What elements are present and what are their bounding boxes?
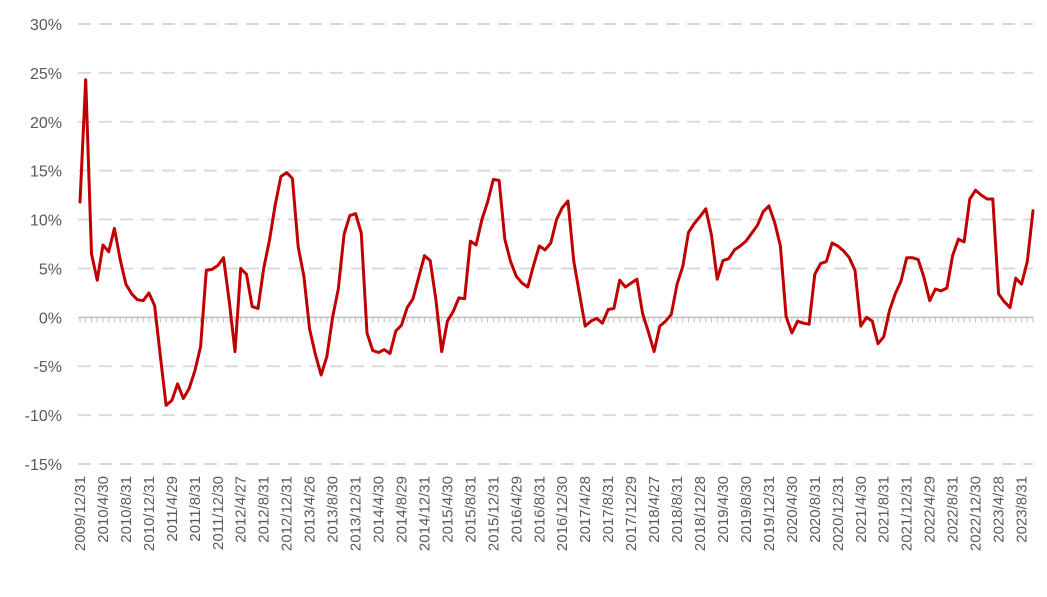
x-tick-label: 2010/4/30 — [95, 476, 112, 543]
x-tick-label: 2012/12/31 — [279, 476, 296, 551]
x-tick-label: 2014/12/31 — [416, 476, 433, 551]
x-tick-label: 2023/4/28 — [991, 476, 1008, 543]
gridlines — [78, 23, 1033, 465]
x-tick-label: 2014/8/29 — [393, 476, 410, 543]
x-tick-label: 2009/12/31 — [72, 476, 89, 551]
y-tick-label: 10% — [30, 213, 62, 230]
x-tick-label: 2017/4/28 — [577, 476, 594, 543]
x-tick-label: 2020/4/30 — [784, 476, 801, 543]
x-tick-label: 2017/12/29 — [623, 476, 640, 551]
y-tick-label: -5% — [34, 359, 62, 376]
x-tick-label: 2021/4/30 — [853, 476, 870, 543]
y-tick-label: 20% — [30, 115, 62, 132]
x-tick-label: 2022/8/31 — [945, 476, 962, 543]
x-tick-label: 2019/8/30 — [738, 476, 755, 543]
x-tick-label: 2013/8/30 — [325, 476, 342, 543]
x-tick-label: 2022/12/30 — [968, 476, 985, 551]
x-tick-label: 2012/4/27 — [233, 476, 250, 543]
x-tick-label: 2012/8/31 — [256, 476, 273, 543]
x-tick-label: 2014/4/30 — [371, 476, 388, 543]
y-tick-label: 25% — [30, 66, 62, 83]
x-tick-label: 2018/12/28 — [692, 476, 709, 551]
x-tick-label: 2023/8/31 — [1014, 476, 1031, 543]
y-axis: -15% -10% -5% 0% 5% 10% 15% 20% 25% 30% — [25, 17, 62, 474]
x-tick-label: 2011/4/29 — [164, 476, 181, 542]
x-tick-label: 2018/4/27 — [646, 476, 663, 543]
x-tick-label: 2019/4/30 — [715, 476, 732, 543]
x-tick-label: 2018/8/31 — [669, 476, 686, 543]
x-tick-label: 2021/8/31 — [876, 476, 893, 543]
x-tick-label: 2015/4/30 — [439, 476, 456, 543]
series-line — [78, 78, 1035, 407]
x-tick-label: 2013/12/31 — [348, 476, 365, 551]
x-tick-label: 2017/8/31 — [600, 476, 617, 543]
x-tick-label: 2020/8/31 — [807, 476, 824, 543]
series-group — [78, 78, 1035, 407]
x-tick-label: 2010/8/31 — [118, 476, 135, 543]
x-axis: 2009/12/31 2010/4/30 2010/8/31 2010/12/31 20… — [72, 316, 1034, 551]
y-tick-label: -15% — [25, 457, 62, 474]
x-tick-label: 2011/12/30 — [210, 476, 227, 550]
x-tick-label: 2016/8/31 — [531, 476, 548, 543]
x-tick-label: 2019/12/31 — [761, 476, 778, 551]
y-tick-label: 0% — [39, 310, 62, 327]
x-tick-label: 2016/4/29 — [508, 476, 525, 543]
x-tick-label: 2010/12/31 — [141, 476, 158, 551]
y-tick-label: 30% — [30, 17, 62, 34]
y-tick-label: -10% — [25, 408, 62, 425]
x-tick-label: 2020/12/31 — [830, 476, 847, 551]
y-tick-label: 5% — [39, 261, 62, 278]
x-tick-label: 2011/8/31 — [187, 476, 204, 542]
x-tick-label: 2015/8/31 — [462, 476, 479, 543]
y-tick-label: 15% — [30, 164, 62, 181]
x-tick-label: 2016/12/30 — [554, 476, 571, 551]
x-tick-label: 2013/4/26 — [302, 476, 319, 543]
x-tick-label: 2022/4/29 — [922, 476, 939, 543]
x-tick-label: 2021/12/31 — [899, 476, 916, 551]
x-tick-label: 2015/12/31 — [485, 476, 502, 551]
